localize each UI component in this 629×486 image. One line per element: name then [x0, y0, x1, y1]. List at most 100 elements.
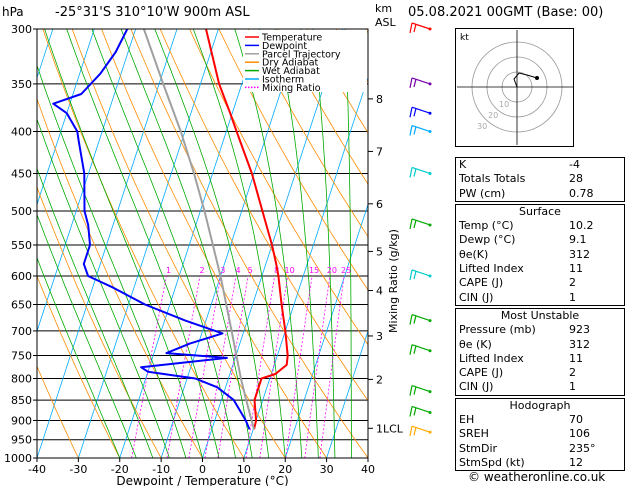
temperature-line — [205, 29, 289, 430]
isotherm-line — [37, 29, 95, 206]
wind-barb — [411, 124, 431, 133]
pressure-tick-label: 750 — [11, 349, 32, 362]
mixing-ratio-line — [217, 275, 249, 458]
dry-adiabat-line — [37, 97, 203, 458]
isotherm-line — [160, 29, 302, 458]
mixing-ratio-line — [245, 275, 275, 458]
legend-label: Mixing Ratio — [262, 83, 321, 94]
pressure-tick-label: 300 — [11, 23, 32, 36]
mixing-ratio-line — [166, 275, 201, 458]
hpa-label: hPa — [2, 5, 24, 19]
wind-barb-flag — [413, 78, 417, 88]
legend-label: Dry Adiabat — [262, 58, 319, 69]
isotherm-line — [326, 329, 368, 458]
pressure-tick-label: 550 — [11, 239, 32, 252]
credit-text: © weatheronline.co.uk — [468, 470, 606, 484]
surface-row: Lifted Index 11 — [459, 262, 583, 276]
most-unstable-row: θe (K) 312 — [459, 337, 590, 351]
wind-barb-point — [428, 27, 432, 31]
surface-row: CAPE (J) 2 — [459, 276, 576, 290]
temperature-tick-label: -30 — [69, 463, 87, 476]
mixing-ratio-label: 10 — [285, 266, 295, 275]
diagram-grid — [0, 29, 368, 458]
isotherm-line — [0, 29, 12, 458]
pressure-tick-label: 650 — [11, 299, 32, 312]
surface-title: Surface — [519, 204, 561, 218]
asl-label: ASL — [375, 16, 396, 29]
dry-adiabat-line — [37, 275, 121, 458]
km-tick-label: 7 — [376, 145, 383, 158]
axes: 3003504004505005506006507007508008509009… — [4, 23, 404, 486]
mixing-ratio-line — [304, 275, 331, 458]
indices-row: Totals Totals 28 — [459, 172, 583, 186]
wet-adiabat-line — [120, 29, 253, 458]
wind-barb — [411, 106, 431, 114]
pressure-tick-label: 500 — [11, 205, 32, 218]
km-tick-label: 2 — [376, 373, 383, 386]
wind-barb-flag — [413, 345, 417, 354]
km-tick-label: 1LCL — [376, 422, 404, 435]
hodograph-ring-label: 10 — [499, 100, 509, 109]
mixing-ratio-label: 2 — [199, 266, 204, 275]
pressure-tick-label: 600 — [11, 270, 32, 283]
wet-adiabat-line — [37, 64, 187, 458]
surface-row: θe(K) 312 — [459, 247, 590, 261]
datetime-title: 05.08.2021 00GMT (Base: 00) — [408, 5, 604, 20]
temperature-tick-label: -20 — [111, 463, 129, 476]
temperature-tick-label: 0 — [199, 463, 206, 476]
mixing-ratio-axis-label: Mixing Ratio (g/kg) — [387, 229, 400, 333]
indices-table: K -4 Totals Totals 28 PW (cm) 0.78 — [455, 157, 625, 202]
location-title: -25°31'S 310°10'W 900m ASL — [55, 5, 250, 20]
pressure-tick-label: 450 — [11, 167, 32, 180]
mixing-ratio-label: 15 — [309, 266, 319, 275]
mixing-ratio-label: 25 — [341, 266, 351, 275]
wind-barb-point — [428, 223, 432, 227]
wind-barb-flag — [413, 407, 417, 416]
wind-barb-point — [428, 390, 432, 394]
wind-barb-point — [428, 349, 432, 353]
wet-adiabat-line — [66, 29, 220, 458]
wind-barb-flag — [409, 22, 413, 34]
x-axis-label: Dewpoint / Temperature (°C) — [116, 474, 288, 486]
dry-adiabat-line — [159, 29, 368, 402]
hodograph-row: StmSpd (kt) 12 — [459, 455, 583, 469]
wind-barb-flag — [413, 108, 417, 117]
temperature-tick-label: -10 — [152, 463, 170, 476]
km-tick-label: 4 — [376, 285, 383, 298]
wet-adiabat-line — [37, 256, 121, 458]
wet-adiabat-line — [275, 29, 319, 458]
indices-row: PW (cm) 0.78 — [459, 186, 594, 200]
dewpoint-line — [52, 29, 251, 430]
legend-label: Parcel Trajectory — [262, 49, 341, 60]
hodograph-trace — [513, 72, 538, 88]
dry-adiabat-line — [130, 29, 368, 458]
wet-adiabat-line — [37, 167, 154, 458]
surface-row: Dewp (°C) 9.1 — [459, 233, 587, 247]
wind-barb-flag — [409, 314, 413, 325]
temperature-tick-label: -40 — [28, 463, 46, 476]
wind-barb-flag — [413, 168, 417, 177]
hodograph-box — [455, 28, 574, 147]
isotherm-line — [77, 29, 219, 458]
wind-barb-point — [428, 430, 432, 434]
legend-label: Dewpoint — [262, 41, 307, 52]
wind-barb-flag — [409, 77, 413, 89]
wet-adiabat-line — [234, 29, 303, 458]
wet-adiabat-line — [367, 420, 368, 458]
surface-row: CIN (J) 1 — [459, 290, 576, 304]
wind-barb-flag — [409, 406, 413, 417]
km-label: km — [375, 2, 393, 15]
wet-adiabat-line — [37, 213, 137, 458]
wind-barb-flag — [409, 344, 413, 355]
most-unstable-table: Most Unstable Pressure (mb) 923 θe (K) 312… — [455, 307, 625, 396]
hodograph-unit-label: kt — [460, 33, 469, 43]
most-unstable-row: CAPE (J) 2 — [459, 366, 576, 380]
mixing-ratio-line — [131, 275, 167, 458]
pressure-tick-label: 800 — [11, 372, 32, 385]
wind-barb-point — [428, 274, 432, 278]
pressure-tick-label: 950 — [11, 434, 32, 447]
wind-barb — [411, 218, 431, 226]
wind-barb-flag — [413, 426, 417, 436]
